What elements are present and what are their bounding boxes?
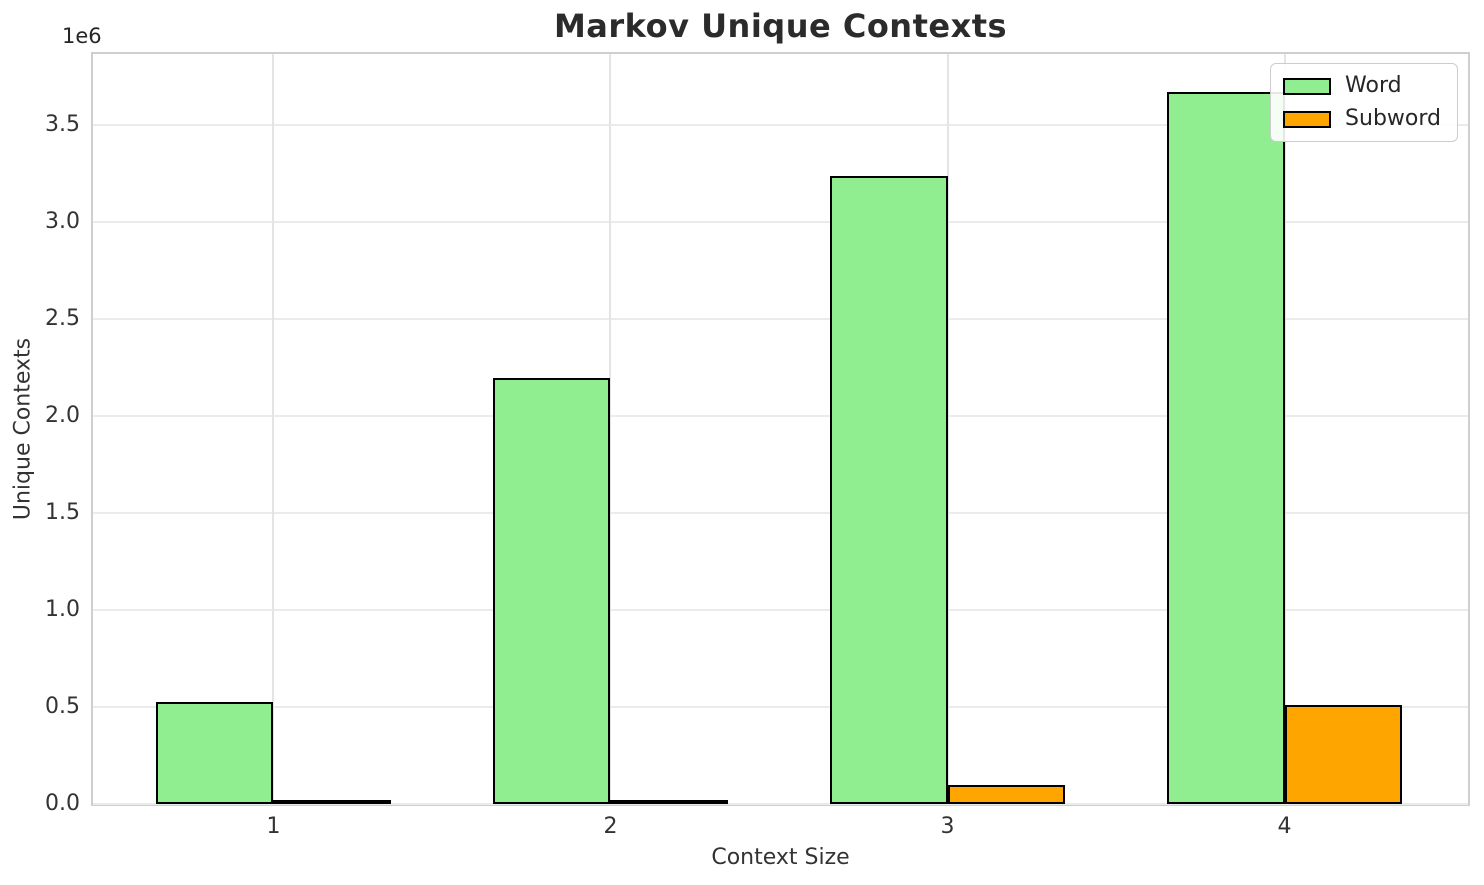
h-gridline	[93, 221, 1468, 224]
y-tick-label: 2.0	[45, 403, 80, 429]
h-gridline	[93, 609, 1468, 612]
v-gridline	[1283, 54, 1286, 804]
bar-word-4	[1166, 92, 1285, 804]
y-tick-label: 3.0	[45, 209, 80, 235]
h-gridline	[93, 803, 1468, 805]
y-tick-label: 3.5	[45, 112, 80, 138]
legend-entry-subword: Subword	[1283, 107, 1441, 131]
bar-subword-1	[273, 800, 392, 804]
v-gridline	[946, 54, 949, 804]
y-tick-label: 2.5	[45, 306, 80, 332]
legend-swatch-subword-icon	[1283, 110, 1332, 128]
h-gridline	[93, 512, 1468, 515]
x-axis-label: Context Size	[711, 845, 850, 870]
y-tick-label: 0.5	[45, 694, 80, 720]
y-axis-offset-label: 1e6	[62, 24, 102, 48]
y-tick-label: 0.0	[45, 791, 80, 816]
bar-word-2	[492, 378, 611, 804]
bar-subword-3	[947, 784, 1066, 804]
y-tick-label: 1.0	[45, 597, 80, 623]
x-tick-label: 3	[940, 814, 955, 839]
v-gridline	[272, 54, 275, 804]
x-tick-label: 4	[1277, 814, 1292, 839]
legend-label: Subword	[1345, 106, 1441, 131]
legend-entry-word: Word	[1283, 74, 1441, 98]
chart-title: Markov Unique Contexts	[553, 7, 1008, 45]
legend-label: Word	[1345, 73, 1402, 98]
x-tick-label: 2	[603, 814, 618, 839]
x-tick-label: 1	[266, 814, 281, 839]
h-gridline	[93, 706, 1468, 709]
legend: Word Subword	[1270, 63, 1458, 142]
bar-word-1	[155, 702, 274, 804]
bar-word-3	[829, 175, 948, 804]
bar-subword-4	[1284, 705, 1403, 804]
h-gridline	[93, 124, 1468, 127]
plot-area: Word Subword	[91, 52, 1470, 806]
v-gridline	[609, 54, 612, 804]
h-gridline	[93, 415, 1468, 418]
h-gridline	[93, 318, 1468, 321]
bar-subword-2	[610, 800, 729, 804]
legend-swatch-word-icon	[1283, 77, 1332, 95]
y-tick-label: 1.5	[45, 500, 80, 526]
